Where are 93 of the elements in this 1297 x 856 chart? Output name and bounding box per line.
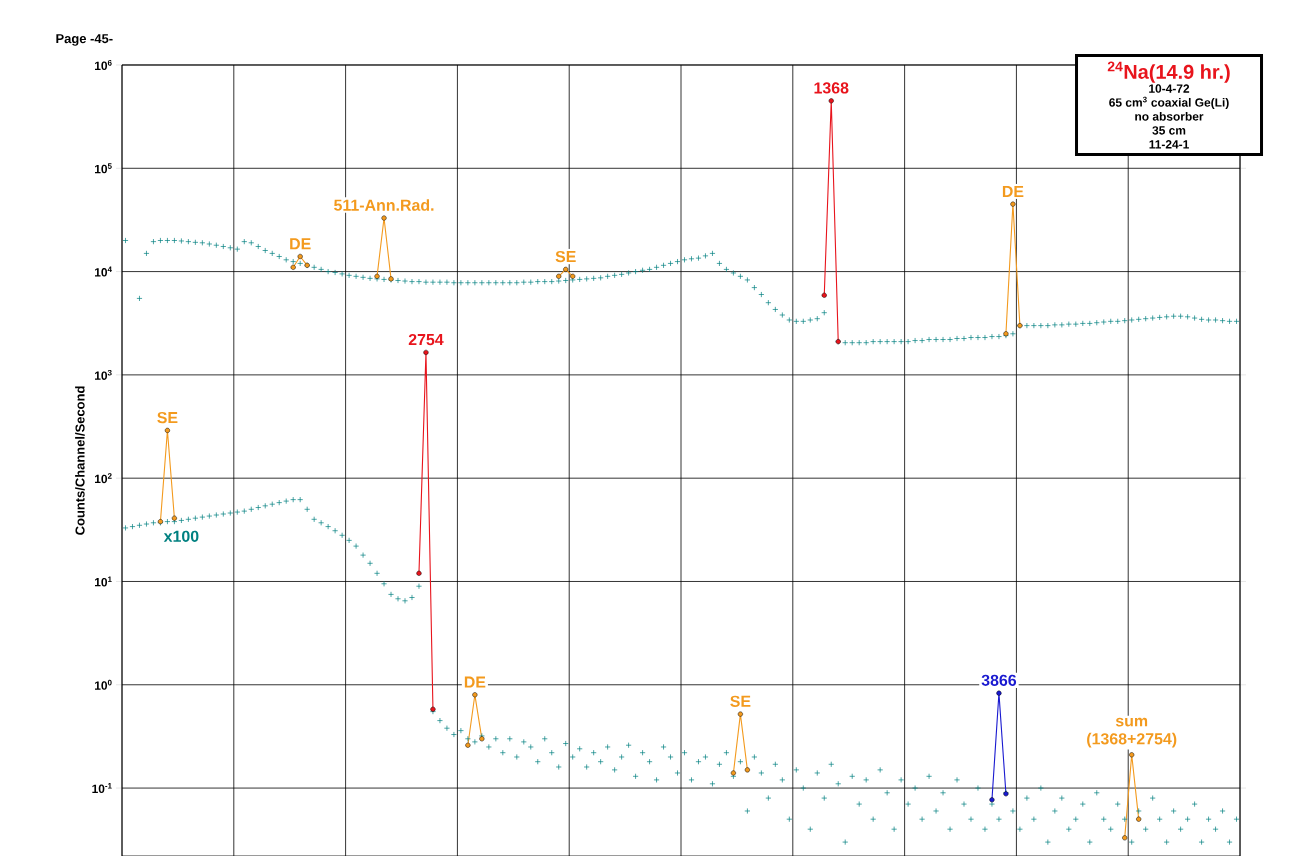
point	[479, 736, 485, 742]
point	[269, 501, 276, 508]
point	[374, 570, 380, 577]
point	[325, 523, 332, 530]
point	[730, 770, 736, 776]
point	[556, 273, 562, 279]
point	[164, 427, 170, 433]
annotation: DE	[1002, 185, 1024, 197]
annotation: no absorber	[1135, 111, 1204, 121]
y-tick-label: 10$^{5}$	[95, 163, 112, 174]
y-tick-label: 10$^{4}$	[95, 266, 112, 277]
annotation: x100	[163, 530, 199, 542]
point	[821, 292, 827, 298]
point	[234, 509, 241, 516]
point	[1122, 835, 1128, 841]
annotation: 11-24-1	[1149, 140, 1189, 149]
point	[122, 524, 129, 531]
point	[339, 532, 346, 539]
point	[472, 692, 478, 698]
point	[744, 767, 750, 773]
point	[178, 517, 185, 524]
annotation: 3866	[981, 674, 1017, 686]
point	[402, 597, 408, 604]
point	[346, 537, 353, 544]
point	[360, 552, 367, 559]
point	[367, 560, 374, 567]
point	[423, 349, 429, 355]
point	[737, 711, 743, 717]
annotation: $^{24}$Na(14.9 hr.)	[1107, 61, 1230, 83]
point	[290, 496, 297, 503]
point	[227, 510, 234, 516]
point	[192, 515, 199, 522]
annotation: sum (1368+2754)	[1087, 717, 1177, 748]
point	[1010, 201, 1016, 207]
point	[297, 253, 303, 260]
annotation: SE	[157, 411, 178, 424]
point	[241, 508, 248, 515]
point	[185, 516, 192, 523]
point	[996, 690, 1002, 696]
point	[164, 518, 171, 525]
point	[220, 511, 227, 517]
y-tick-label: 10$^{6}$	[95, 59, 112, 70]
y-tick-label: 10$^{2}$	[95, 473, 112, 484]
y-axis-title: Counts/Channel/Second	[75, 386, 85, 535]
annotation: SE	[730, 695, 751, 707]
point	[388, 591, 394, 598]
point	[276, 499, 283, 506]
point	[381, 580, 387, 587]
annotation: DE	[464, 676, 486, 688]
point	[318, 519, 325, 526]
point	[129, 523, 136, 530]
point	[1136, 816, 1142, 822]
point	[311, 516, 318, 523]
annotation: DE	[290, 238, 311, 250]
point	[416, 570, 422, 576]
point	[563, 266, 569, 272]
point	[262, 502, 269, 509]
text: Page -45-	[56, 34, 113, 46]
annotation: 35 cm	[1152, 126, 1186, 135]
point	[395, 595, 401, 602]
y-tick-label: 10$^{0}$	[95, 679, 112, 690]
point	[171, 515, 177, 521]
point	[255, 504, 262, 511]
point	[465, 742, 471, 748]
point	[297, 496, 304, 503]
y-tick-label: 10$^{-1}$	[92, 783, 112, 794]
point	[381, 215, 387, 221]
point	[213, 512, 220, 518]
point	[199, 514, 206, 521]
point	[989, 797, 995, 803]
annotation: 65 cm$^{3}$ coaxial Ge(Li)	[1109, 96, 1229, 110]
point	[283, 498, 290, 505]
annotation: 1368	[814, 82, 849, 94]
point	[206, 513, 213, 519]
point	[353, 543, 360, 550]
point	[416, 583, 422, 590]
point	[136, 522, 143, 529]
point	[1129, 752, 1135, 758]
y-tick-label: 10$^{1}$	[95, 576, 112, 587]
y-tick-label: 10$^{3}$	[95, 369, 112, 380]
point	[332, 527, 339, 534]
annotation: 10-4-72	[1149, 84, 1190, 93]
point	[409, 594, 415, 601]
annotation: 2754	[408, 333, 444, 346]
point	[304, 506, 311, 513]
point	[290, 264, 296, 270]
point	[828, 98, 834, 104]
annotation: 511-Ann.Rad.	[334, 199, 434, 211]
point	[570, 273, 576, 279]
point	[150, 519, 157, 526]
point	[248, 506, 255, 513]
annotation: SE	[555, 250, 576, 263]
point	[143, 521, 150, 527]
